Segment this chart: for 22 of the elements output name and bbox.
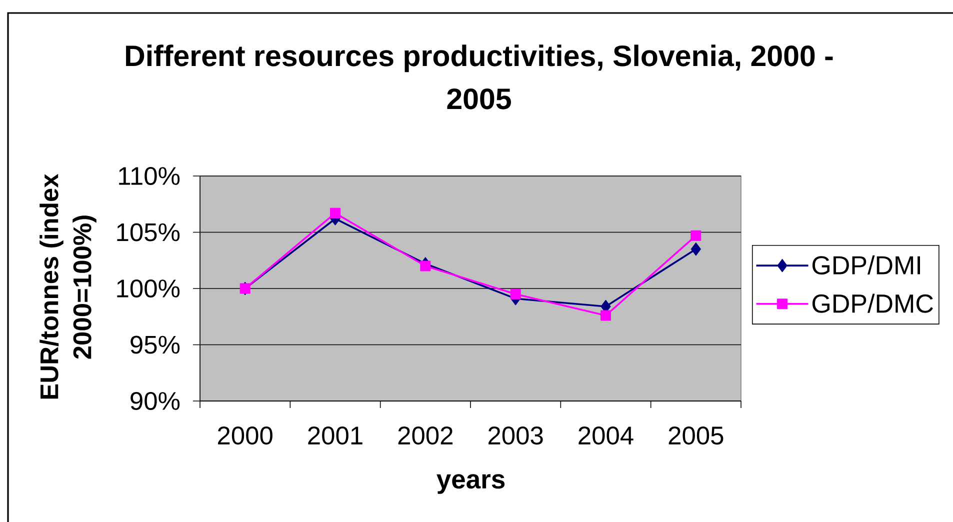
y-tick-label: 100%: [117, 279, 180, 298]
point: [330, 208, 341, 218]
legend-label: GDP/DMC: [812, 294, 933, 313]
x-axis-title: years: [436, 474, 505, 494]
x-tick-label: 2003: [488, 426, 543, 445]
point: [420, 260, 431, 272]
chart-title: Different resources productivities, Slovenia, 2000 - 2005: [126, 44, 833, 110]
point: [510, 288, 521, 300]
x-tick-label: 2001: [308, 426, 362, 445]
y-tick-label: 90%: [130, 392, 180, 410]
y-tick-label: 105%: [117, 223, 180, 242]
x-tick-label: 2000: [218, 426, 272, 445]
y-tick-label: 110%: [119, 166, 180, 186]
point: [690, 242, 702, 256]
legend-label: GDP/DMI: [812, 255, 920, 274]
x-tick-label: 2002: [398, 426, 452, 445]
point: [690, 230, 702, 241]
x-tick-label: 2004: [578, 426, 634, 445]
point: [600, 310, 611, 321]
y-tick-label: 95%: [130, 336, 180, 354]
x-tick-label: 2005: [668, 426, 724, 445]
y-axis-title: EUR/tonnes (index 2000=100%): [40, 174, 96, 399]
